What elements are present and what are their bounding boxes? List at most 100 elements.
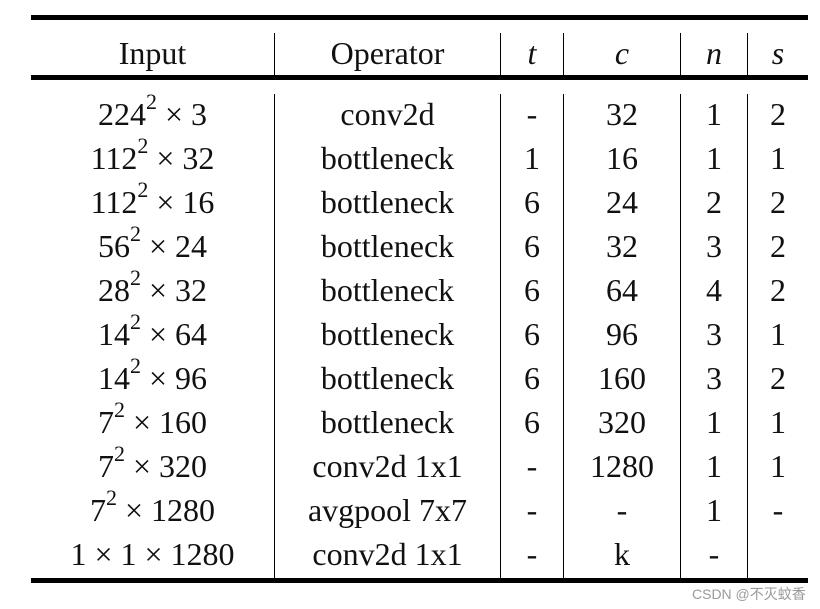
top-rule bbox=[31, 15, 808, 20]
cell-input: 142 × 96 bbox=[31, 353, 274, 400]
input-exponent: 2 bbox=[129, 309, 141, 335]
cell-input: 1 × 1 × 1280 bbox=[31, 532, 274, 576]
cell-s: 2 bbox=[770, 96, 786, 132]
input-base: 14 bbox=[97, 316, 130, 352]
bottom-rule bbox=[31, 578, 808, 583]
header-input: Input bbox=[118, 35, 187, 71]
input-rest: × 64 bbox=[140, 316, 208, 352]
header-rule bbox=[31, 75, 808, 80]
cell-input: 72 × 160 bbox=[31, 397, 274, 444]
cell-input: 72 × 320 bbox=[31, 441, 274, 488]
input-exponent: 2 bbox=[129, 265, 141, 291]
input-base: 56 bbox=[97, 228, 130, 264]
cell-n: 1 bbox=[706, 448, 722, 484]
watermark: CSDN @不灭蚊香 bbox=[692, 586, 806, 602]
column-divider bbox=[563, 33, 564, 75]
cell-operator: bottleneck bbox=[320, 316, 455, 352]
cell-t: 6 bbox=[524, 360, 540, 396]
input-rest: × 16 bbox=[148, 184, 215, 220]
cell-n: 4 bbox=[706, 272, 722, 308]
cell-n: 3 bbox=[706, 228, 722, 264]
cell-t: - bbox=[526, 96, 538, 132]
input-exponent: 2 bbox=[113, 441, 125, 467]
input-base: 28 bbox=[97, 272, 130, 308]
cell-t: 6 bbox=[524, 316, 540, 352]
input-exponent: 2 bbox=[129, 221, 141, 247]
cell-c: 24 bbox=[606, 184, 638, 220]
cell-operator: bottleneck bbox=[320, 360, 455, 396]
input-exponent: 2 bbox=[113, 397, 125, 423]
cell-n: 3 bbox=[706, 360, 722, 396]
column-divider bbox=[274, 33, 275, 75]
column-divider bbox=[500, 33, 501, 75]
cell-operator: bottleneck bbox=[320, 184, 455, 220]
cell-input: 1122 × 32 bbox=[31, 133, 274, 180]
cell-input: 282 × 32 bbox=[31, 265, 274, 312]
cell-t: - bbox=[526, 448, 538, 484]
cell-input: 72 × 1280 bbox=[31, 485, 274, 532]
cell-s: 1 bbox=[770, 316, 786, 352]
column-divider bbox=[747, 33, 748, 75]
input-exponent: 2 bbox=[129, 353, 141, 379]
input-base: 7 bbox=[97, 404, 114, 440]
column-divider bbox=[680, 94, 681, 578]
cell-t: 6 bbox=[524, 184, 540, 220]
cell-s: 1 bbox=[770, 448, 786, 484]
column-divider bbox=[274, 94, 275, 578]
header-operator: Operator bbox=[330, 35, 445, 71]
column-divider bbox=[680, 33, 681, 75]
cell-c: 160 bbox=[598, 360, 646, 396]
cell-s: 1 bbox=[770, 404, 786, 440]
header-c: c bbox=[614, 35, 630, 71]
input-rest: × 3 bbox=[156, 96, 208, 132]
input-base: 224 bbox=[97, 96, 146, 132]
input-exponent: 2 bbox=[105, 485, 117, 511]
input-rest: × 160 bbox=[124, 404, 208, 440]
input-rest: × 32 bbox=[140, 272, 208, 308]
input-base: 1 × 1 × 1280 bbox=[70, 536, 235, 572]
cell-t: 1 bbox=[524, 140, 540, 176]
cell-operator: conv2d 1x1 bbox=[312, 536, 463, 572]
input-base: 7 bbox=[97, 448, 114, 484]
cell-c: 64 bbox=[606, 272, 638, 308]
cell-s bbox=[748, 532, 808, 576]
input-rest: × 96 bbox=[140, 360, 208, 396]
header-t: t bbox=[527, 35, 537, 71]
input-rest: × 32 bbox=[148, 140, 215, 176]
cell-t: - bbox=[526, 536, 538, 572]
cell-s: 2 bbox=[770, 228, 786, 264]
cell-c: 320 bbox=[598, 404, 646, 440]
cell-t: 6 bbox=[524, 228, 540, 264]
cell-n: 1 bbox=[706, 96, 722, 132]
cell-input: 142 × 64 bbox=[31, 309, 274, 356]
cell-operator: avgpool 7x7 bbox=[307, 492, 468, 528]
cell-operator: conv2d bbox=[340, 96, 435, 132]
input-base: 112 bbox=[90, 140, 138, 176]
cell-n: 1 bbox=[706, 404, 722, 440]
cell-c: 96 bbox=[606, 316, 638, 352]
input-base: 14 bbox=[97, 360, 130, 396]
input-base: 7 bbox=[89, 492, 106, 528]
cell-c: 16 bbox=[606, 140, 638, 176]
cell-n: 2 bbox=[706, 184, 722, 220]
cell-input: 562 × 24 bbox=[31, 221, 274, 268]
cell-s: 2 bbox=[770, 184, 786, 220]
cell-c: 1280 bbox=[590, 448, 654, 484]
cell-operator: bottleneck bbox=[320, 272, 455, 308]
cell-n: 1 bbox=[706, 140, 722, 176]
cell-operator: bottleneck bbox=[320, 228, 455, 264]
cell-s: 1 bbox=[770, 140, 786, 176]
header-s: s bbox=[771, 35, 785, 71]
input-rest: × 24 bbox=[140, 228, 208, 264]
cell-t: - bbox=[526, 492, 538, 528]
cell-input: 1122 × 16 bbox=[31, 179, 274, 224]
cell-operator: bottleneck bbox=[320, 404, 455, 440]
cell-operator: bottleneck bbox=[320, 140, 455, 176]
cell-s: 2 bbox=[770, 272, 786, 308]
cell-operator: conv2d 1x1 bbox=[312, 448, 463, 484]
header-n: n bbox=[706, 35, 722, 71]
input-exponent: 2 bbox=[137, 133, 149, 159]
column-divider bbox=[747, 94, 748, 578]
input-rest: × 1280 bbox=[116, 492, 216, 528]
cell-c: 32 bbox=[606, 96, 638, 132]
